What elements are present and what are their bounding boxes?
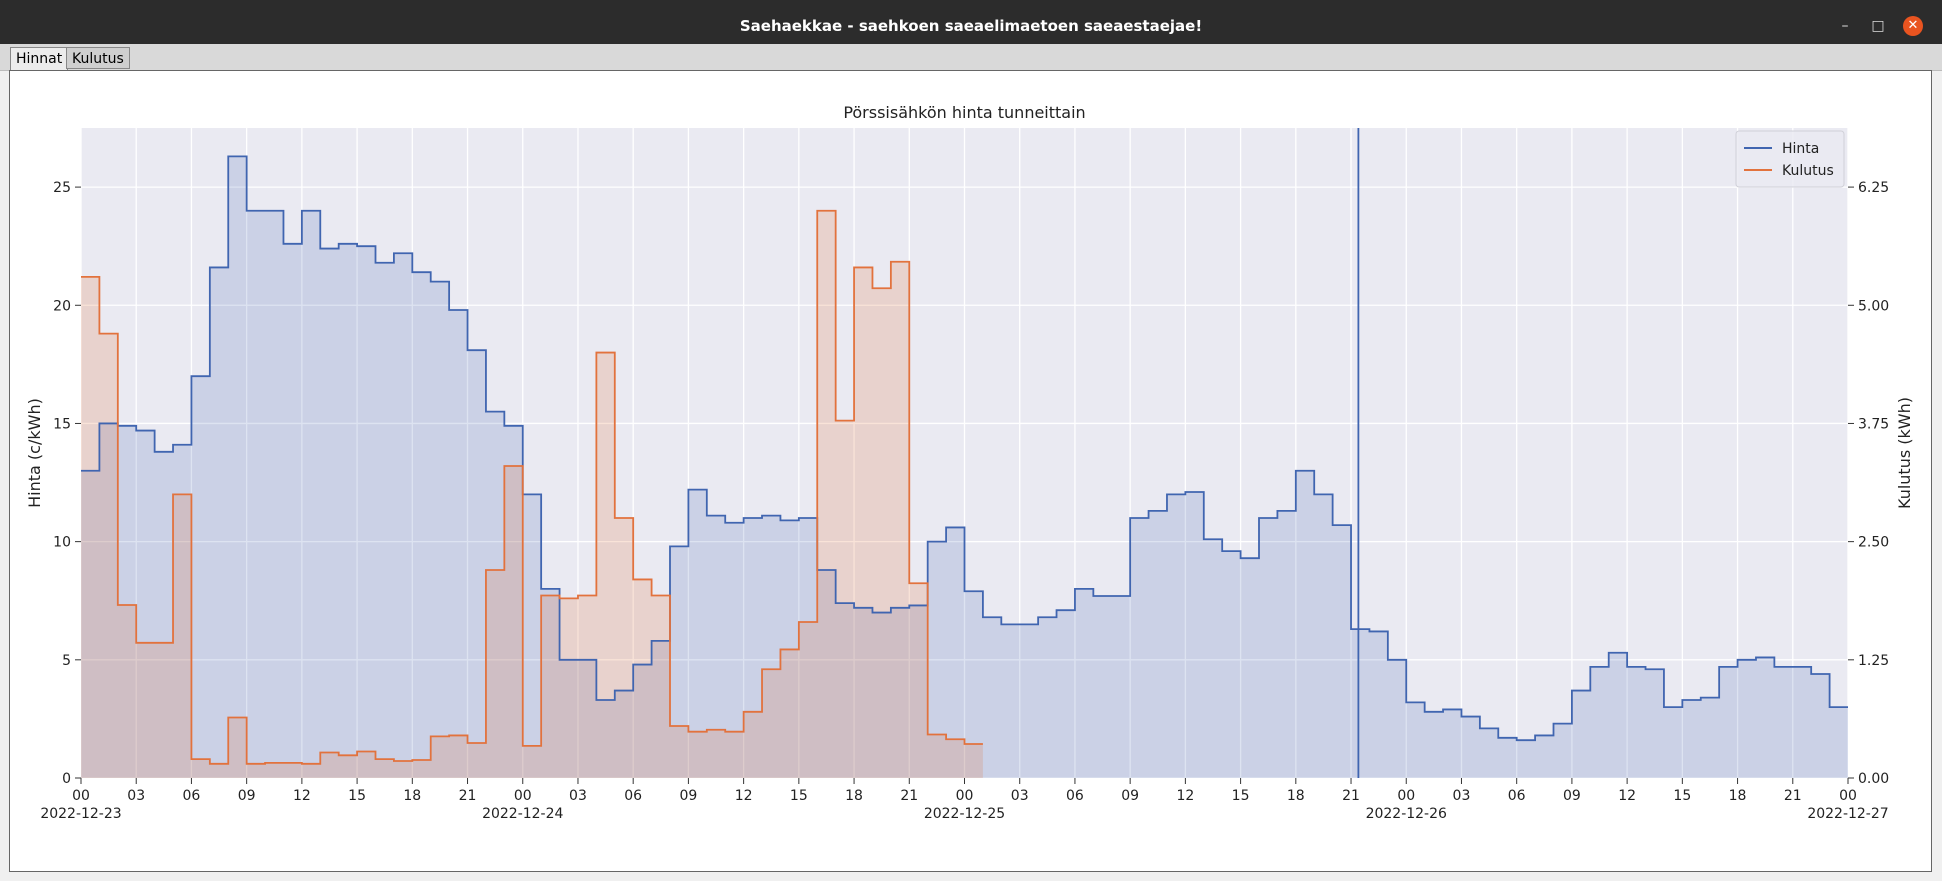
x-tick-label: 12 xyxy=(735,788,753,804)
date-label: 2022-12-23 xyxy=(40,806,121,822)
maximize-icon[interactable]: □ xyxy=(1871,18,1885,34)
x-tick-label: 15 xyxy=(1673,788,1691,804)
x-tick-label: 03 xyxy=(127,788,145,804)
x-tick-label: 09 xyxy=(679,788,697,804)
x-tick-label: 03 xyxy=(569,788,587,804)
y-tick-label: 25 xyxy=(53,180,71,196)
x-tick-label: 18 xyxy=(1729,788,1747,804)
x-tick-label: 09 xyxy=(1121,788,1139,804)
date-label: 2022-12-26 xyxy=(1366,806,1447,822)
x-tick-label: 00 xyxy=(72,788,90,804)
x-tick-label: 18 xyxy=(1287,788,1305,804)
x-tick-label: 18 xyxy=(403,788,421,804)
legend-label: Kulutus xyxy=(1782,163,1834,179)
y2-tick-label: 1.25 xyxy=(1858,653,1889,669)
chart-panel: 00 03 06 09 12 15 18 21 00 03 06 09 12 15 18 21 00 03 06 09… xyxy=(9,70,1932,872)
y2-tick-label: 0.00 xyxy=(1858,771,1889,787)
x-tick-label: 21 xyxy=(1342,788,1360,804)
x-tick-label: 15 xyxy=(790,788,808,804)
price-chart: 00 03 06 09 12 15 18 21 00 03 06 09 12 15 18 21 00 03 06 09… xyxy=(25,103,1914,822)
y-tick-label: 5 xyxy=(62,653,71,669)
x-tick-label: 09 xyxy=(1563,788,1581,804)
y2-tick-label: 3.75 xyxy=(1858,416,1889,432)
axes: 00 03 06 09 12 15 18 21 00 03 06 09 12 15 18 21 00 03 06 09… xyxy=(40,180,1889,822)
window-title: Saehaekkae - saehkoen saeaelimaetoen sae… xyxy=(739,17,1203,35)
x-tick-label: 06 xyxy=(1066,788,1084,804)
date-label: 2022-12-27 xyxy=(1807,806,1888,822)
x-tick-label: 00 xyxy=(956,788,974,804)
title-bar: Saehaekkae - saehkoen saeaelimaetoen sae… xyxy=(0,0,1942,44)
y2-tick-label: 6.25 xyxy=(1858,180,1889,196)
x-tick-label: 06 xyxy=(183,788,201,804)
x-tick-label: 03 xyxy=(1453,788,1471,804)
price-line xyxy=(81,155,1848,742)
x-tick-label: 03 xyxy=(1011,788,1029,804)
x-tick-label: 15 xyxy=(348,788,366,804)
x-tick-label: 00 xyxy=(1839,788,1857,804)
x-tick-label: 06 xyxy=(1508,788,1526,804)
x-tick-label: 21 xyxy=(459,788,477,804)
tab-kulutus[interactable]: Kulutus xyxy=(66,47,130,69)
tab-hinnat[interactable]: Hinnat xyxy=(10,47,69,71)
x-tick-label: 18 xyxy=(845,788,863,804)
y-axis-label: Hinta (c/kWh) xyxy=(25,398,44,508)
x-tick-label: 12 xyxy=(1618,788,1636,804)
y2-tick-label: 2.50 xyxy=(1858,535,1889,551)
x-tick-label: 21 xyxy=(900,788,918,804)
x-tick-label: 09 xyxy=(238,788,256,804)
y-tick-label: 0 xyxy=(62,771,71,787)
x-tick-label: 21 xyxy=(1784,788,1802,804)
legend: Hinta Kulutus xyxy=(1735,130,1845,188)
x-tick-label: 12 xyxy=(1176,788,1194,804)
date-label: 2022-12-24 xyxy=(482,806,563,822)
y-tick-label: 15 xyxy=(53,416,71,432)
consumption-area xyxy=(81,210,983,778)
date-label: 2022-12-25 xyxy=(924,806,1005,822)
legend-label: Hinta xyxy=(1782,141,1819,157)
x-tick-label: 00 xyxy=(514,788,532,804)
x-tick-label: 12 xyxy=(293,788,311,804)
consumption-line xyxy=(81,209,983,765)
y-tick-label: 20 xyxy=(53,298,71,314)
x-tick-label: 15 xyxy=(1232,788,1250,804)
x-tick-label: 06 xyxy=(624,788,642,804)
close-icon[interactable]: ✕ xyxy=(1903,16,1923,36)
y-tick-label: 10 xyxy=(53,535,71,551)
y2-tick-label: 5.00 xyxy=(1858,298,1889,314)
x-tick-label: 00 xyxy=(1397,788,1415,804)
minimize-icon[interactable]: – xyxy=(1841,18,1849,34)
chart-title: Pörssisähkön hinta tunneittain xyxy=(843,103,1085,122)
tab-bar: Hinnat Kulutus xyxy=(0,44,1942,71)
legend-box xyxy=(1735,130,1845,188)
y2-axis-label: Kulutus (kWh) xyxy=(1895,397,1914,509)
